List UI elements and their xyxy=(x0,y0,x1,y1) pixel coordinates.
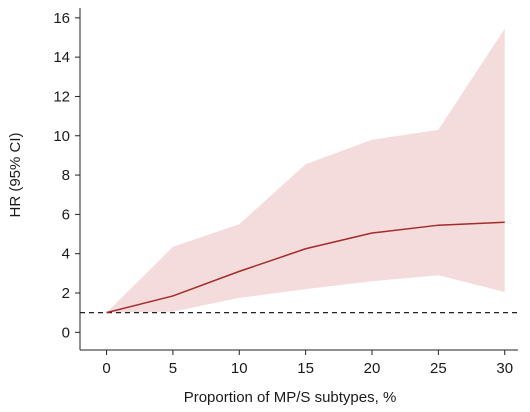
y-tick-label: 12 xyxy=(53,88,70,105)
y-tick-label: 6 xyxy=(62,206,70,223)
ci-band xyxy=(107,29,505,313)
y-tick-label: 0 xyxy=(62,324,70,341)
x-tick-label: 30 xyxy=(496,360,513,377)
x-tick-label: 0 xyxy=(102,360,110,377)
y-tick-label: 2 xyxy=(62,285,70,302)
y-tick-label: 14 xyxy=(53,49,70,66)
x-tick-label: 15 xyxy=(297,360,314,377)
x-axis-label: Proportion of MP/S subtypes, % xyxy=(184,389,397,406)
y-tick-label: 16 xyxy=(53,10,70,27)
y-tick-label: 8 xyxy=(62,167,70,184)
y-tick-label: 10 xyxy=(53,128,70,145)
x-tick-label: 20 xyxy=(364,360,381,377)
y-tick-label: 4 xyxy=(62,246,70,263)
ci-band-layer xyxy=(107,29,505,313)
x-tick-label: 10 xyxy=(231,360,248,377)
y-axis-label: HR (95% CI) xyxy=(7,132,24,217)
x-tick-label: 5 xyxy=(169,360,177,377)
x-tick-label: 25 xyxy=(430,360,447,377)
